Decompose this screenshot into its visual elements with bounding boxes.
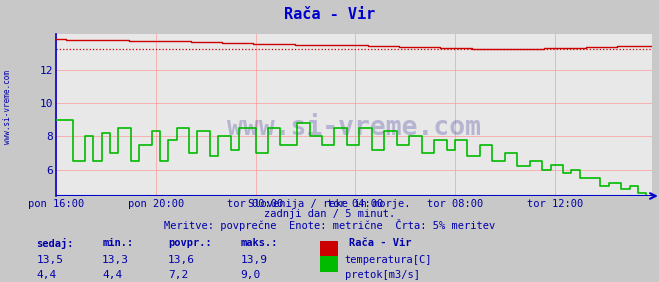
Text: povpr.:: povpr.: xyxy=(168,238,212,248)
Text: 13,3: 13,3 xyxy=(102,255,129,265)
Text: 13,9: 13,9 xyxy=(241,255,268,265)
Text: 9,0: 9,0 xyxy=(241,270,261,280)
Text: 7,2: 7,2 xyxy=(168,270,188,280)
Text: 13,6: 13,6 xyxy=(168,255,195,265)
Text: 4,4: 4,4 xyxy=(36,270,57,280)
Text: temperatura[C]: temperatura[C] xyxy=(345,255,432,265)
Text: www.si-vreme.com: www.si-vreme.com xyxy=(3,70,13,144)
Text: pretok[m3/s]: pretok[m3/s] xyxy=(345,270,420,280)
Text: maks.:: maks.: xyxy=(241,238,278,248)
Text: Meritve: povprečne  Enote: metrične  Črta: 5% meritev: Meritve: povprečne Enote: metrične Črta:… xyxy=(164,219,495,231)
Text: Rača - Vir: Rača - Vir xyxy=(349,238,412,248)
Text: Rača - Vir: Rača - Vir xyxy=(284,7,375,22)
Text: 4,4: 4,4 xyxy=(102,270,123,280)
Text: 13,5: 13,5 xyxy=(36,255,63,265)
Text: sedaj:: sedaj: xyxy=(36,238,74,249)
Text: Slovenija / reke in morje.: Slovenija / reke in morje. xyxy=(248,199,411,209)
Text: min.:: min.: xyxy=(102,238,133,248)
Text: www.si-vreme.com: www.si-vreme.com xyxy=(227,115,481,141)
Text: zadnji dan / 5 minut.: zadnji dan / 5 minut. xyxy=(264,209,395,219)
